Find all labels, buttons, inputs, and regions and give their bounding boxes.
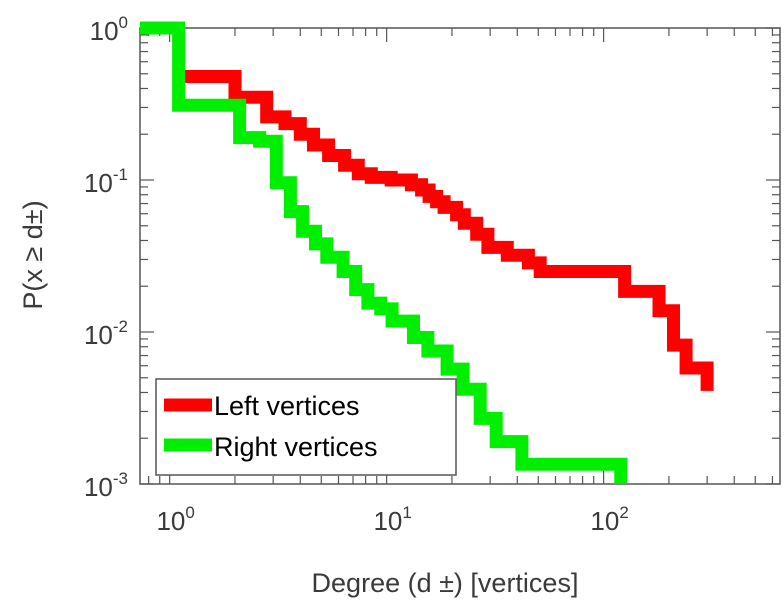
x-tick-label: 102 bbox=[590, 503, 628, 536]
y-tick-label: 100 bbox=[90, 13, 128, 46]
plot-area-border bbox=[139, 27, 781, 485]
y-axis-label: P(x ≥ d±) bbox=[18, 200, 48, 309]
legend-box bbox=[155, 378, 457, 476]
x-axis-tick-labels: 100 101 102 bbox=[156, 503, 628, 536]
y-tick-label: 10-3 bbox=[84, 469, 128, 502]
series-line-right-vertices bbox=[140, 21, 628, 484]
axes-frame bbox=[139, 27, 781, 485]
series-line-left-vertices bbox=[174, 70, 714, 391]
y-tick-label: 10-1 bbox=[84, 165, 128, 198]
y-tick-label: 10-2 bbox=[84, 317, 128, 350]
legend: Left vertices Right vertices bbox=[155, 378, 457, 476]
series-layer bbox=[140, 21, 714, 484]
y-axis-ticks bbox=[140, 27, 780, 485]
x-tick-label: 101 bbox=[373, 503, 411, 536]
x-tick-label: 100 bbox=[156, 503, 194, 536]
legend-label-left-vertices: Left vertices bbox=[214, 391, 360, 421]
y-axis-tick-labels: 100 10-1 10-2 10-3 bbox=[84, 13, 128, 502]
x-axis-ticks bbox=[148, 28, 774, 484]
x-axis-label: Degree (d ±) [vertices] bbox=[312, 568, 579, 598]
legend-label-right-vertices: Right vertices bbox=[214, 432, 378, 462]
